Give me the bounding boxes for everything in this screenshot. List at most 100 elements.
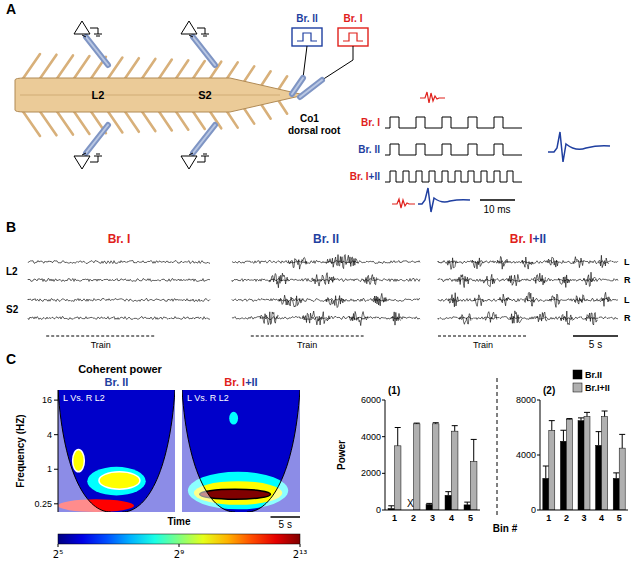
coherence-region: [229, 412, 238, 425]
response-trace: [392, 199, 415, 208]
error-bar: [602, 411, 608, 417]
y-tick: [382, 400, 385, 401]
root: [141, 110, 155, 131]
colorbar-tick: [179, 544, 180, 547]
bar: [426, 505, 432, 511]
y-axis-label: Frequency (HZ): [15, 414, 26, 487]
x-tick-label: 4: [449, 513, 454, 523]
colored-label: Br. I: [108, 232, 131, 246]
electrode: [300, 80, 322, 97]
label-part: +II: [245, 376, 258, 388]
y-tick-label: 6000: [361, 395, 381, 405]
y-tick: [382, 510, 385, 511]
ground: [96, 154, 100, 155]
bar: [543, 478, 549, 510]
electrode: [86, 125, 108, 153]
wire: [322, 46, 353, 80]
burst: [510, 311, 522, 323]
burst: [598, 255, 608, 267]
x-axis: [540, 510, 628, 511]
root: [124, 110, 139, 132]
ground: [201, 34, 209, 35]
error-bar: [426, 503, 432, 504]
bar-chart: 04000800012345(2)Br.IIBr.I+II: [516, 370, 628, 523]
root: [158, 110, 172, 130]
y-tick: [54, 469, 58, 470]
scale-bar-label: 5 s: [589, 339, 602, 350]
colorbar: [58, 534, 300, 544]
scale-bar: [573, 335, 618, 337]
amp-wire: [197, 28, 205, 29]
bars: [388, 423, 477, 510]
bar: [471, 461, 477, 510]
burst: [279, 295, 302, 307]
x-axis-label: Bin #: [493, 523, 518, 534]
colored-label: Br. II: [105, 376, 129, 388]
baseline-trace: [28, 317, 210, 320]
y-tick-label: 4: [47, 430, 52, 440]
root: [22, 54, 40, 80]
root: [56, 110, 73, 135]
burst: [535, 312, 547, 322]
burst: [584, 272, 596, 286]
bar: [560, 441, 566, 510]
row-label: L2: [6, 266, 18, 277]
root: [226, 110, 238, 128]
bar: [464, 505, 470, 510]
y-tick: [537, 400, 540, 401]
burst: [326, 255, 359, 269]
cone-line: [247, 390, 300, 512]
burst: [497, 256, 507, 269]
burst: [550, 294, 560, 307]
burst: [449, 293, 459, 307]
burst: [573, 257, 583, 268]
burst: [586, 313, 598, 325]
train-line: [438, 336, 528, 337]
error-bar: [395, 428, 401, 446]
colored-label: Br. I+II: [350, 171, 381, 182]
wavelet-background: [58, 390, 175, 512]
x-tick-label: 3: [581, 513, 586, 523]
wire: [82, 35, 86, 37]
amp-wire: [197, 162, 205, 163]
burst: [312, 273, 335, 286]
root: [39, 55, 56, 80]
root: [141, 59, 155, 80]
scale-bar-label: 10 ms: [483, 204, 510, 215]
wire: [303, 46, 307, 78]
error-bar: [433, 423, 439, 424]
burst: [364, 275, 378, 285]
train-line: [46, 336, 155, 337]
root: [22, 110, 40, 136]
colorbar-tick-label: 2⁹: [174, 549, 184, 560]
train-label: Train: [297, 340, 317, 350]
x-tick-label: 2: [564, 513, 569, 523]
cone-of-influence: [58, 390, 111, 512]
pulse-icon: [297, 33, 317, 41]
burst: [600, 292, 610, 306]
error-bar: [584, 412, 590, 416]
amp-wire: [90, 28, 98, 29]
label-part: Br. I: [108, 232, 131, 246]
burst: [508, 274, 520, 285]
cone-line: [122, 390, 175, 512]
bar: [602, 417, 608, 511]
side-label: R: [624, 313, 631, 323]
colored-label: Br. I+II: [224, 376, 257, 388]
electrode: [193, 37, 215, 65]
pair-label: L Vs. R L2: [63, 393, 105, 403]
scale-bar: [271, 516, 301, 518]
x-tick-label: 5: [617, 513, 622, 523]
y-tick-label: 4000: [361, 432, 381, 442]
chart-title: (2): [543, 385, 555, 396]
ground: [201, 156, 209, 157]
bar: [596, 445, 602, 510]
error-bar: [388, 506, 394, 509]
scale-bar: [480, 199, 515, 201]
electrode-core: [86, 125, 108, 153]
error-bar: [578, 418, 584, 421]
burst: [460, 314, 471, 325]
root: [192, 61, 205, 80]
wavelet-plot: [58, 390, 175, 512]
root: [73, 110, 89, 134]
